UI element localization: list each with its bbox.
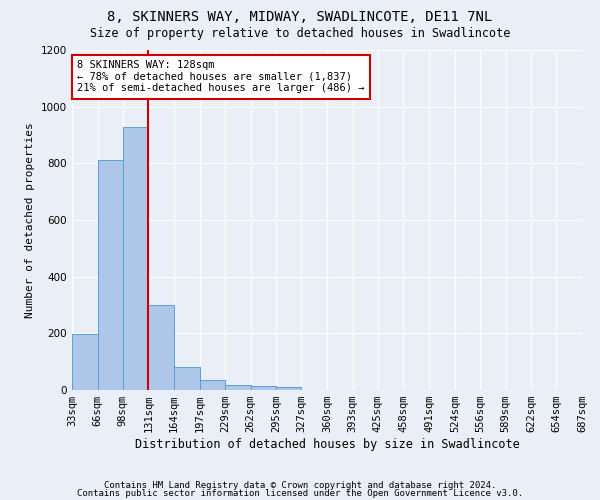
Text: Size of property relative to detached houses in Swadlincote: Size of property relative to detached ho… bbox=[90, 28, 510, 40]
Bar bbox=[225, 386, 251, 390]
X-axis label: Distribution of detached houses by size in Swadlincote: Distribution of detached houses by size … bbox=[134, 438, 520, 451]
Bar bbox=[148, 305, 174, 390]
Text: 8 SKINNERS WAY: 128sqm
← 78% of detached houses are smaller (1,837)
21% of semi-: 8 SKINNERS WAY: 128sqm ← 78% of detached… bbox=[77, 60, 365, 94]
Bar bbox=[122, 127, 148, 390]
Text: Contains HM Land Registry data © Crown copyright and database right 2024.: Contains HM Land Registry data © Crown c… bbox=[104, 481, 496, 490]
Bar bbox=[277, 387, 301, 390]
Y-axis label: Number of detached properties: Number of detached properties bbox=[25, 122, 35, 318]
Bar bbox=[174, 367, 200, 390]
Text: Contains public sector information licensed under the Open Government Licence v3: Contains public sector information licen… bbox=[77, 488, 523, 498]
Bar bbox=[251, 386, 277, 390]
Bar bbox=[200, 380, 225, 390]
Bar bbox=[72, 334, 98, 390]
Text: 8, SKINNERS WAY, MIDWAY, SWADLINCOTE, DE11 7NL: 8, SKINNERS WAY, MIDWAY, SWADLINCOTE, DE… bbox=[107, 10, 493, 24]
Bar bbox=[98, 160, 122, 390]
